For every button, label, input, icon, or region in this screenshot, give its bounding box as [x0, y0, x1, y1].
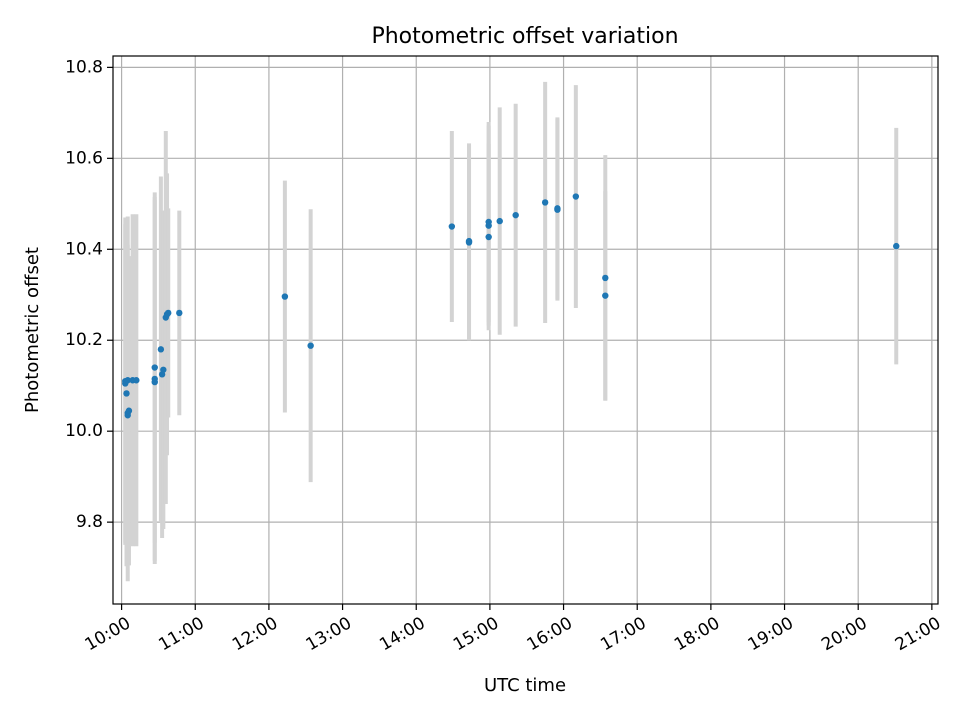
- data-point: [465, 239, 473, 246]
- data-point: [485, 222, 492, 229]
- data-point: [123, 390, 130, 397]
- x-tick-label: 10:00: [82, 613, 134, 655]
- y-tick-label: 10.4: [65, 239, 103, 259]
- data-point: [133, 377, 140, 384]
- data-point: [165, 309, 172, 317]
- y-tick-label: 10.6: [65, 148, 103, 168]
- plot-frame: [112, 55, 939, 605]
- data-point: [160, 366, 167, 373]
- data-point: [307, 342, 314, 349]
- data-point: [485, 233, 492, 241]
- data-point: [541, 199, 549, 206]
- data-point: [151, 364, 158, 371]
- x-tick-label: 15:00: [450, 613, 502, 655]
- x-tick-label: 12:00: [229, 613, 281, 655]
- data-point: [157, 346, 165, 353]
- data-point: [124, 377, 131, 384]
- x-tick-label: 13:00: [303, 613, 355, 655]
- x-axis-ticks: 10:00 11:00 12:00 13:00 14:00 15:00 16:00 17:00…: [82, 604, 944, 655]
- y-gridlines: [113, 66, 938, 523]
- data-point: [125, 407, 133, 414]
- x-tick-label: 17:00: [597, 613, 649, 655]
- error-bars: [123, 81, 899, 582]
- data-point: [893, 242, 900, 250]
- data-point: [572, 193, 580, 200]
- data-point: [496, 217, 503, 225]
- x-tick-label: 19:00: [745, 613, 797, 655]
- x-tick-label: 14:00: [376, 613, 428, 655]
- data-point: [448, 223, 456, 230]
- x-tick-label: 16:00: [524, 613, 576, 655]
- data-point: [281, 293, 289, 300]
- data-point: [554, 206, 561, 213]
- data-points: [122, 193, 900, 419]
- y-tick-label: 10.8: [65, 57, 103, 77]
- y-axis-ticks: 9.8 10.0 10.2 10.4 10.6 10.8: [65, 57, 113, 532]
- x-tick-label: 11:00: [155, 613, 207, 655]
- x-tick-label: 18:00: [671, 613, 723, 655]
- y-tick-label: 9.8: [76, 512, 103, 532]
- data-point: [512, 211, 519, 219]
- data-point: [151, 378, 158, 386]
- data-point: [602, 292, 609, 299]
- y-tick-label: 10.0: [65, 421, 103, 441]
- x-axis-label: UTC time: [484, 675, 566, 696]
- y-tick-label: 10.2: [65, 330, 103, 350]
- chart-title: Photometric offset variation: [371, 24, 678, 49]
- y-axis-label: Photometric offset: [22, 247, 43, 413]
- data-point: [176, 309, 183, 317]
- x-tick-label: 21:00: [892, 613, 944, 655]
- x-tick-label: 20:00: [818, 613, 870, 655]
- data-point: [602, 274, 609, 282]
